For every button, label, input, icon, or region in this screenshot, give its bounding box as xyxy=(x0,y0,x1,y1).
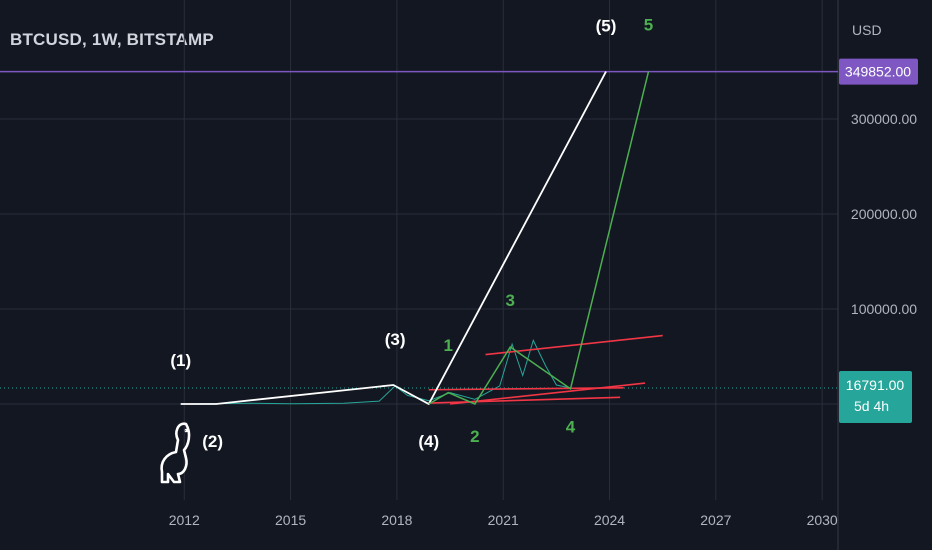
wave-label-green: 2 xyxy=(470,427,479,446)
y-tick-label: 300000.00 xyxy=(851,111,917,127)
grid-layer xyxy=(0,0,839,550)
current-price-tag xyxy=(839,371,912,424)
dinosaur-icon xyxy=(160,422,191,484)
x-tick-label: 2018 xyxy=(381,512,412,528)
wave-label-white: (4) xyxy=(418,432,439,451)
current-price-tag-label: 16791.00 xyxy=(846,377,905,393)
bar-countdown-label: 5d 4h xyxy=(854,398,889,414)
y-tick-label: 200000.00 xyxy=(851,206,917,222)
y-tick-label: 100000.00 xyxy=(851,301,917,317)
wave-label-white: (2) xyxy=(202,432,223,451)
level-price-tag-label: 349852.00 xyxy=(845,64,911,80)
x-tick-label: 2030 xyxy=(807,512,838,528)
wave-label-green: 5 xyxy=(644,16,653,35)
btc-price-series xyxy=(180,339,571,405)
x-tick-label: 2024 xyxy=(594,512,625,528)
wave-label-white: (5) xyxy=(596,17,617,36)
wave-label-green: 4 xyxy=(566,418,576,437)
x-tick-label: 2021 xyxy=(488,512,519,528)
channel-line xyxy=(428,396,621,404)
x-tick-label: 2015 xyxy=(275,512,306,528)
series-layer xyxy=(0,70,838,406)
green-wave-path xyxy=(428,71,650,405)
axis-layer: 2012 2015 2018 2021 2024 2027 2030 100000.00 200… xyxy=(169,111,918,528)
level-price-tag xyxy=(839,58,918,85)
channel-line xyxy=(485,334,663,356)
x-tick-label: 2027 xyxy=(700,512,731,528)
wave-label-green: 3 xyxy=(506,291,515,310)
wave-labels-layer: (1) (2) (3) (4) (5) 1 2 3 4 5 xyxy=(170,16,653,451)
x-tick-label: 2012 xyxy=(169,512,200,528)
wave-label-white: (1) xyxy=(170,351,191,370)
chart-title: BTCUSD, 1W, BITSTAMP xyxy=(10,30,214,49)
wave-label-green: 1 xyxy=(444,336,453,355)
currency-label: USD xyxy=(852,22,882,38)
channel-line xyxy=(449,382,646,405)
wave-label-white: (3) xyxy=(385,330,406,349)
price-tags-layer: 349852.00 16791.00 5d 4h xyxy=(839,58,918,424)
white-wave-path xyxy=(180,71,607,406)
